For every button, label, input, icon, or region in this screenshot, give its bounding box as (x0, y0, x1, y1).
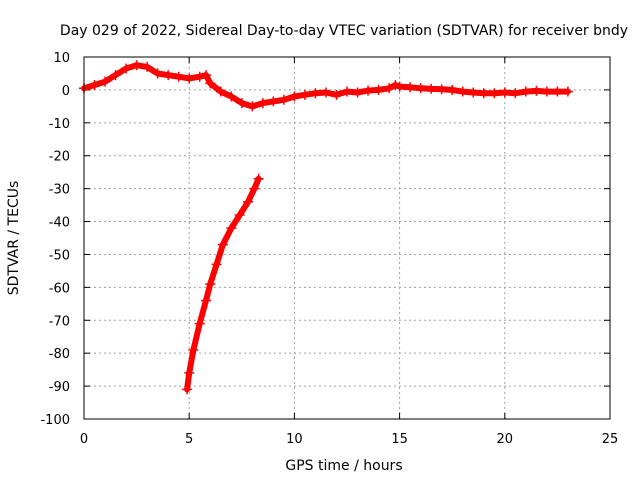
data-point (89, 79, 100, 90)
data-point (468, 87, 479, 98)
data-point (194, 318, 205, 329)
data-point (320, 87, 331, 98)
data-point (531, 85, 542, 96)
y-tick-label: -90 (49, 380, 70, 395)
data-point (184, 73, 195, 84)
data-point (226, 91, 237, 102)
data-point (489, 88, 500, 99)
data-point (211, 259, 222, 270)
data-point (342, 86, 352, 97)
data-point (390, 79, 401, 90)
data-point (201, 295, 212, 306)
data-point (142, 61, 153, 72)
grid-layer (84, 57, 610, 419)
data-point (100, 76, 111, 87)
y-tick-label: -20 (49, 150, 70, 165)
data-point (520, 86, 531, 97)
data-point (331, 89, 342, 100)
data-point (205, 279, 216, 290)
data-point (447, 84, 458, 95)
data-point (278, 94, 289, 105)
series-1 (182, 173, 264, 395)
series-line (81, 62, 571, 110)
data-point (121, 63, 132, 74)
data-point (289, 91, 300, 102)
data-point (152, 68, 163, 79)
x-tick-label: 15 (391, 432, 408, 447)
y-tick-label: 0 (62, 84, 70, 99)
y-tick-label: -80 (49, 347, 70, 362)
data-point (426, 83, 437, 94)
data-point (249, 183, 260, 194)
data-point (236, 98, 247, 109)
data-point (131, 60, 142, 71)
data-point (268, 96, 279, 107)
data-point (415, 83, 426, 94)
data-point (552, 86, 563, 97)
data-point (257, 98, 268, 109)
y-tick-label: -100 (40, 413, 70, 428)
x-axis-label: GPS time / hours (285, 458, 402, 474)
data-point (234, 209, 245, 220)
data-point (457, 86, 468, 97)
data-point (163, 70, 174, 81)
y-axis-label: SDTVAR / TECUs (6, 181, 22, 296)
data-point (363, 85, 374, 96)
data-point (436, 84, 447, 95)
data-point (217, 239, 228, 250)
y-tick-label: -70 (49, 314, 70, 329)
y-tick-label: -50 (49, 248, 70, 263)
x-tick-label: 0 (80, 432, 88, 447)
data-point (310, 88, 321, 99)
tick-layer: 10 0 -10 -20 -30 -40 -50 -60 -70 -80 -90 -100 0 5 10 15… (40, 51, 618, 447)
x-tick-label: 20 (497, 432, 514, 447)
data-point (562, 86, 573, 97)
y-tick-label: -30 (49, 183, 70, 198)
data-point (247, 101, 258, 112)
data-point (352, 87, 363, 98)
data-point (253, 173, 264, 184)
data-point (394, 81, 405, 92)
series-0 (79, 60, 573, 112)
data-point (215, 86, 226, 97)
x-tick-label: 25 (602, 432, 619, 447)
y-tick-label: 10 (53, 51, 70, 66)
data-point (478, 88, 489, 99)
data-point (405, 82, 416, 93)
data-point (194, 71, 205, 82)
data-point (510, 88, 521, 99)
series-line (184, 175, 262, 393)
data-point (299, 89, 310, 100)
data-point (182, 384, 193, 395)
data-point (243, 196, 254, 207)
data-point (201, 70, 212, 81)
y-tick-label: -60 (49, 281, 70, 296)
data-point (188, 344, 199, 355)
data-point (499, 87, 510, 98)
y-tick-label: -40 (49, 216, 70, 231)
data-point (384, 83, 395, 94)
chart-title: Day 029 of 2022, Sidereal Day-to-day VTE… (60, 23, 628, 39)
y-tick-label: -10 (49, 117, 70, 132)
x-tick-label: 10 (286, 432, 303, 447)
data-layer (79, 60, 573, 395)
data-point (541, 86, 552, 97)
data-point (373, 84, 384, 95)
data-point (110, 70, 121, 81)
data-point (184, 367, 195, 378)
x-tick-label: 5 (185, 432, 193, 447)
plot-frame (83, 56, 611, 420)
data-point (173, 71, 184, 82)
data-point (226, 223, 237, 234)
data-point (205, 78, 216, 89)
